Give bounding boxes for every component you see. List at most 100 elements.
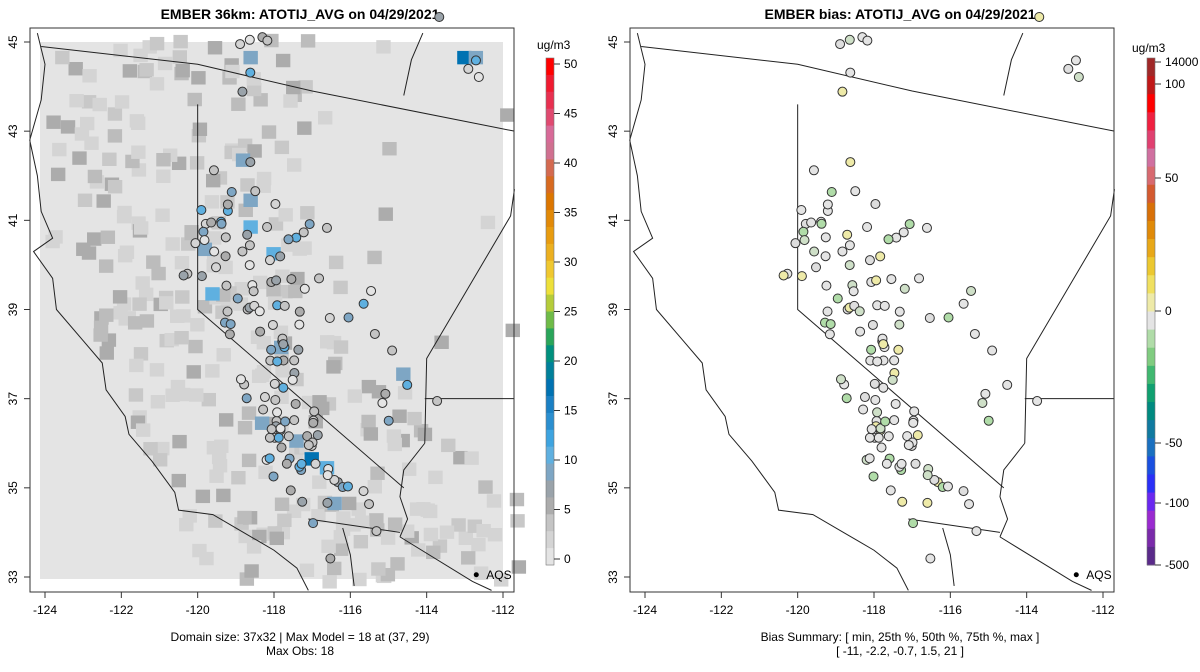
model-grid-cell — [87, 169, 103, 184]
aqs-site-marker — [280, 416, 291, 427]
model-grid-cell — [439, 525, 455, 539]
aqs-bias-marker — [898, 227, 909, 238]
model-grid-cell — [171, 473, 186, 488]
aqs-bias-marker — [844, 240, 855, 251]
state-boundary — [399, 536, 492, 591]
y-tick-label: 37 — [6, 392, 20, 406]
aqs-bias-marker — [842, 229, 853, 240]
colorbar-segment — [546, 379, 554, 397]
model-grid-cell — [486, 494, 502, 508]
aqs-site-marker — [322, 470, 333, 481]
aqs-legend-label: AQS — [486, 568, 511, 582]
y-tick-label: 39 — [6, 303, 20, 317]
aqs-site-marker — [266, 344, 277, 355]
model-grid-cell — [423, 504, 438, 519]
aqs-bias-marker — [864, 255, 875, 266]
aqs-bias-marker — [887, 374, 898, 385]
model-grid-cell — [387, 517, 403, 531]
model-grid-cell — [102, 152, 117, 167]
colorbar-tick-label: 14000 — [1165, 55, 1199, 69]
model-grid-cell — [511, 560, 527, 574]
model-grid-cell — [114, 95, 130, 109]
model-grid-cell — [371, 562, 386, 576]
x-tick-label: -120 — [786, 603, 810, 617]
plot-frame — [629, 27, 1115, 593]
aqs-bias-marker — [826, 187, 837, 198]
colorbar-unit-label: ug/m3 — [1132, 41, 1166, 55]
aqs-bias-marker — [1070, 55, 1081, 66]
aqs-bias-marker — [824, 329, 835, 340]
aqs-bias-marker — [909, 406, 920, 417]
colorbar-segment — [546, 243, 554, 262]
aqs-site-marker — [221, 280, 232, 291]
x-tick-label: -112 — [491, 603, 514, 617]
aqs-bias-marker — [964, 499, 975, 510]
colorbar-tick-label: 35 — [564, 206, 578, 220]
colorbar-segment — [546, 429, 554, 448]
aqs-bias-marker — [825, 319, 836, 330]
model-grid-cell — [367, 250, 382, 265]
aqs-site-marker — [266, 424, 277, 435]
model-grid-cell — [173, 34, 188, 49]
aqs-bias-marker — [894, 319, 905, 330]
model-grid-cell — [510, 514, 525, 528]
model-grid-cell — [82, 69, 97, 83]
model-grid-cell — [175, 290, 190, 304]
aqs-bias-marker — [844, 34, 855, 45]
state-boundary — [424, 189, 515, 444]
model-grid-cell — [149, 36, 165, 51]
colorbar-segment — [1147, 492, 1155, 512]
aqs-site-marker — [276, 442, 287, 453]
model-grid-cell — [156, 153, 171, 167]
colorbar-segment — [546, 91, 554, 110]
aqs-bias-marker — [914, 273, 925, 284]
colorbar-segment — [546, 58, 554, 76]
x-tick-label: -112 — [1091, 603, 1114, 617]
model-grid-cell — [174, 255, 190, 270]
model-grid-cell — [99, 346, 114, 360]
model-grid-cell — [170, 309, 185, 323]
aqs-bias-marker — [868, 471, 879, 482]
colorbar-segment — [546, 497, 554, 515]
aqs-site-marker — [222, 199, 233, 210]
aqs-site-marker — [434, 11, 445, 22]
model-grid-cell — [206, 231, 222, 245]
model-grid-cell — [80, 116, 95, 131]
aqs-site-marker — [358, 486, 369, 497]
colorbar-segment — [546, 446, 554, 465]
model-grid-cell — [68, 62, 83, 76]
aqs-bias-marker — [778, 270, 789, 281]
colorbar-tick-label: 45 — [564, 107, 578, 121]
model-grid-cell — [478, 480, 493, 494]
model-grid-cell — [370, 466, 385, 480]
aqs-bias-marker — [971, 526, 982, 537]
model-grid-cell — [240, 178, 255, 192]
model-grid-cell — [77, 193, 93, 207]
aqs-site-marker — [296, 458, 307, 469]
aqs-bias-marker — [922, 497, 933, 508]
model-grid-cell — [151, 266, 166, 281]
aqs-bias-marker — [816, 218, 827, 229]
model-grid-cell — [122, 64, 138, 78]
model-grid-cell — [487, 527, 503, 542]
aqs-site-marker — [268, 471, 279, 482]
model-grid-cell — [192, 122, 208, 136]
aqs-bias-marker — [790, 238, 801, 249]
aqs-site-marker — [244, 240, 255, 251]
model-grid-cell — [361, 379, 377, 394]
colorbar-segment — [1147, 58, 1155, 77]
model-grid-cell — [214, 439, 229, 453]
colorbar-segment — [546, 193, 554, 211]
model-grid-cell — [116, 209, 132, 224]
aqs-bias-marker — [835, 39, 846, 50]
aqs-site-marker — [232, 293, 243, 304]
aqs-site-marker — [222, 306, 233, 317]
model-grid-cell — [69, 93, 84, 108]
aqs-bias-marker — [798, 226, 809, 237]
model-grid-cell — [461, 551, 476, 565]
aqs-site-marker — [342, 481, 353, 492]
colorbar-segment — [546, 176, 554, 194]
aqs-bias-marker — [883, 234, 894, 245]
model-grid-cell — [172, 50, 188, 64]
model-grid-cell — [155, 441, 170, 456]
